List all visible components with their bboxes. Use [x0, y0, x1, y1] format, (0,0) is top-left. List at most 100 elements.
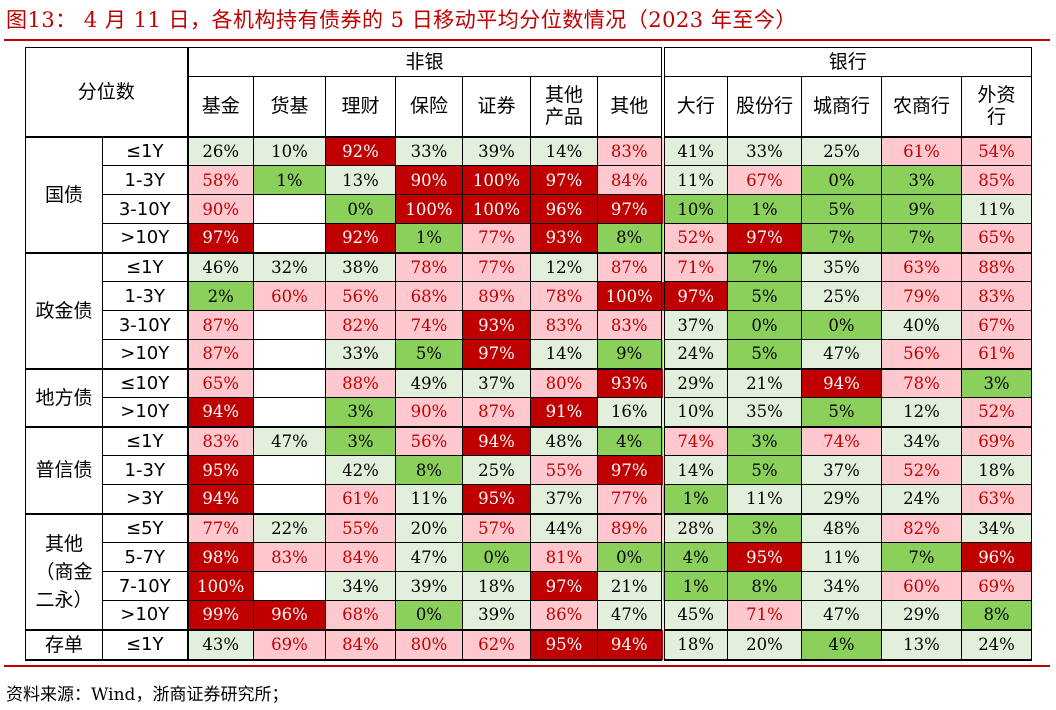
percentile-cell: 25% [462, 455, 532, 485]
percentile-cell: 4% [660, 542, 729, 572]
percentile-cell: 22% [253, 513, 327, 543]
percentile-cell: 35% [727, 397, 803, 428]
percentile-cell: 87% [187, 310, 255, 340]
percentile-cell: 3% [727, 426, 803, 456]
percentile-cell: 1% [727, 194, 803, 224]
column-header: 股份行 [727, 76, 803, 138]
percentile-cell: 55% [325, 513, 397, 543]
table-row: 1-3Y 58% 1% 13% 90% 100% 97% 84% 11% 67% 0% 3% 85% [26, 165, 1033, 195]
percentile-cell: 96% [253, 600, 327, 631]
percentile-cell: 77% [187, 513, 255, 543]
percentile-cell: 52% [961, 397, 1033, 428]
percentile-cell: 39% [462, 136, 532, 166]
percentile-cell: 94% [187, 484, 255, 515]
empty-cell [253, 194, 327, 224]
column-header: 货基 [253, 76, 327, 138]
empty-cell [253, 339, 327, 370]
percentile-cell: 93% [462, 310, 532, 340]
percentile-cell: 56% [325, 281, 397, 311]
percentile-cell: 68% [395, 281, 464, 311]
percentile-cell: 7% [801, 223, 883, 254]
percentile-cell: 41% [660, 136, 729, 166]
percentile-cell: 8% [727, 571, 803, 601]
tenor-label: 3-10Y [101, 194, 189, 224]
percentile-cell: 8% [597, 223, 664, 254]
column-header: 证券 [462, 76, 532, 138]
percentile-cell: 13% [325, 165, 397, 195]
percentile-cell: 21% [727, 368, 803, 398]
column-header-row: 基金 货基 理财 保险 证券 其他 产品 其他 大行 股份行 城商行 农商行 外资行 [26, 76, 1033, 138]
percentile-cell: 90% [395, 165, 464, 195]
percentile-cell: 52% [881, 455, 963, 485]
percentile-cell: 0% [462, 542, 532, 572]
table-row: 3-10Y 90% 0% 100% 100% 96% 97% 10% 1% 5% 9% 11% [26, 194, 1033, 224]
percentile-cell: 42% [325, 455, 397, 485]
percentile-cell: 5% [727, 455, 803, 485]
tenor-label: >10Y [101, 339, 189, 370]
column-header: 基金 [187, 76, 255, 138]
column-header: 外资行 [961, 76, 1033, 138]
percentile-cell: 77% [597, 484, 664, 515]
tenor-label: ≤1Y [101, 252, 189, 282]
table-row: 5-7Y 98% 83% 84% 47% 0% 81% 0% 4% 95% 11% 7% 96% [26, 542, 1033, 572]
empty-cell [253, 223, 327, 254]
percentile-cell: 5% [727, 281, 803, 311]
percentile-cell: 94% [597, 629, 664, 661]
column-header: 其他 [597, 76, 664, 138]
percentile-cell: 14% [530, 136, 599, 166]
percentile-cell: 67% [961, 310, 1033, 340]
percentile-cell: 3% [881, 165, 963, 195]
percentile-cell: 3% [961, 368, 1033, 398]
percentile-cell: 14% [660, 455, 729, 485]
percentile-cell: 87% [187, 339, 255, 370]
tenor-label: >3Y [101, 484, 189, 515]
percentile-cell: 97% [462, 339, 532, 370]
percentile-cell: 7% [881, 542, 963, 572]
percentile-cell: 63% [961, 484, 1033, 515]
percentile-cell: 74% [660, 426, 729, 456]
percentile-cell: 48% [530, 426, 599, 456]
percentile-cell: 39% [462, 600, 532, 631]
empty-cell [253, 310, 327, 340]
percentile-cell: 8% [395, 455, 464, 485]
percentile-cell: 78% [881, 368, 963, 398]
percentile-cell: 83% [597, 136, 664, 166]
percentile-cell: 9% [881, 194, 963, 224]
percentile-cell: 100% [597, 281, 664, 311]
percentile-cell: 88% [325, 368, 397, 398]
percentile-cell: 74% [395, 310, 464, 340]
percentile-cell: 95% [187, 455, 255, 485]
column-header: 城商行 [801, 76, 883, 138]
percentile-cell: 34% [961, 513, 1033, 543]
percentile-cell: 82% [325, 310, 397, 340]
column-header: 保险 [395, 76, 464, 138]
percentile-cell: 97% [727, 223, 803, 254]
percentile-cell: 11% [727, 484, 803, 515]
column-header: 大行 [660, 76, 729, 138]
percentile-cell: 97% [187, 223, 255, 254]
column-header: 农商行 [881, 76, 963, 138]
percentile-cell: 3% [325, 426, 397, 456]
percentile-cell: 84% [325, 629, 397, 661]
percentile-cell: 33% [395, 136, 464, 166]
percentile-cell: 0% [727, 310, 803, 340]
percentile-cell: 84% [597, 165, 664, 195]
empty-cell [253, 571, 327, 601]
table-row: 政金债 ≤1Y 46% 32% 38% 78% 77% 12% 87% 71% 7% 35% 63% 88… [25, 252, 1033, 370]
percentile-cell: 92% [325, 223, 397, 254]
percentile-cell: 34% [881, 426, 963, 456]
percentile-cell: 93% [597, 368, 664, 398]
percentile-cell: 3% [325, 397, 397, 428]
tenor-label: >10Y [101, 600, 189, 631]
percentile-cell: 77% [462, 252, 532, 282]
percentile-cell: 43% [187, 629, 255, 661]
percentile-cell: 78% [395, 252, 464, 282]
table-row: 3-10Y 87% 82% 74% 93% 83% 83% 37% 0% 0% 40% 67% [26, 310, 1033, 340]
percentile-cell: 69% [961, 426, 1033, 456]
table-row: 地方债 ≤10Y 65% 88% 49% 37% 80% 93% 29% 21% 94% 78% 3% [25, 368, 1033, 428]
percentile-cell: 82% [881, 513, 963, 543]
percentile-cell: 60% [253, 281, 327, 311]
percentile-cell: 1% [253, 165, 327, 195]
percentile-cell: 78% [530, 281, 599, 311]
percentile-cell: 88% [961, 252, 1033, 282]
